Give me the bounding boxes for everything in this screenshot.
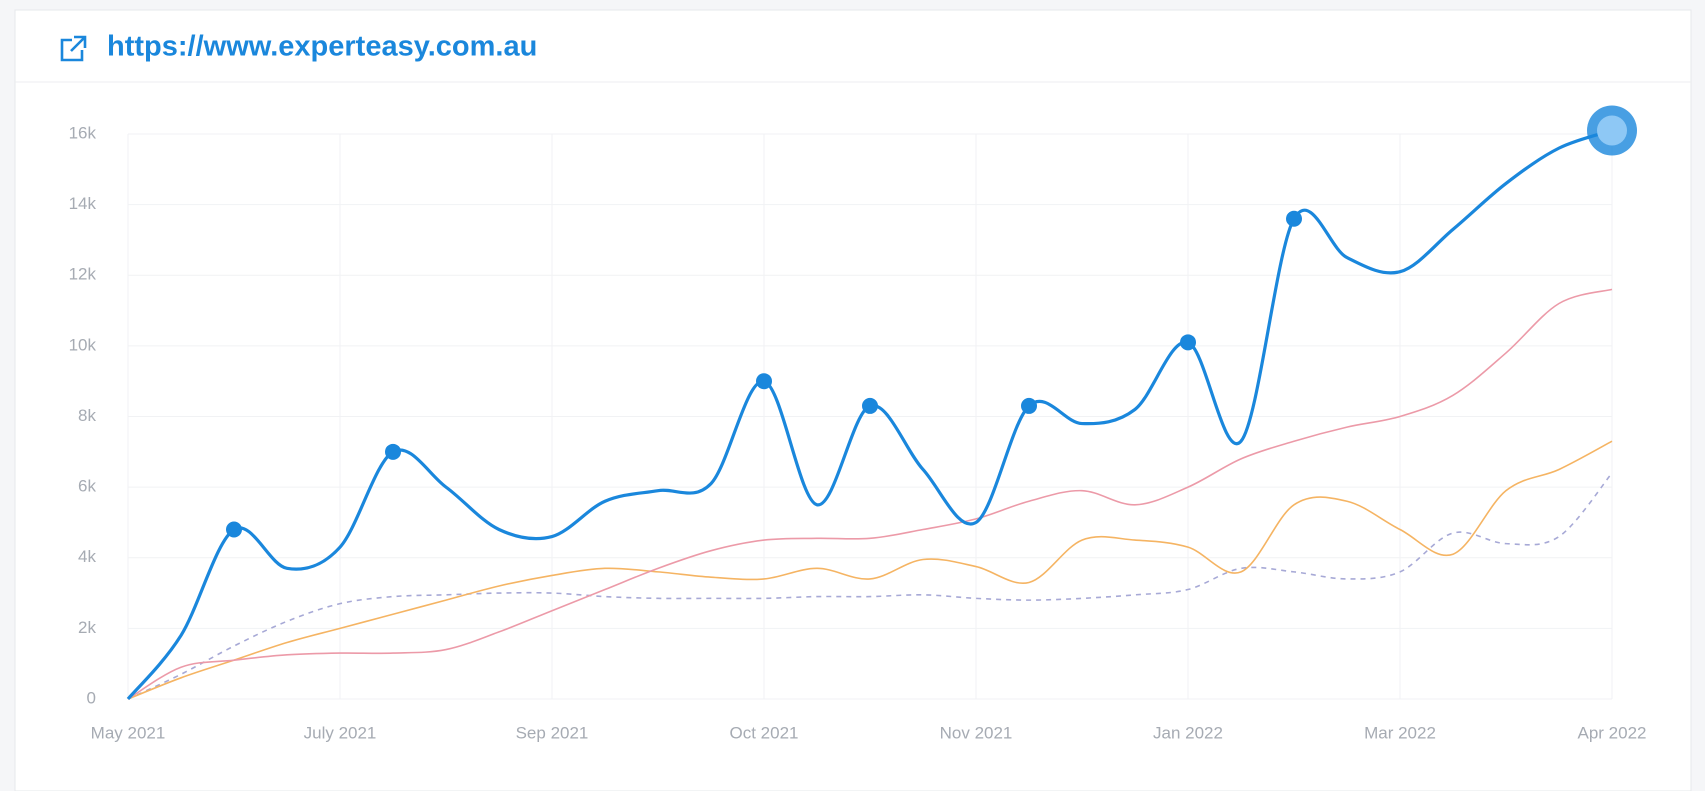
y-tick-label: 16k xyxy=(69,123,97,142)
marker xyxy=(1021,397,1037,414)
card xyxy=(14,9,1692,791)
x-tick-label: July 2021 xyxy=(304,723,377,742)
x-tick-label: Oct 2021 xyxy=(730,723,799,742)
marker xyxy=(862,397,878,414)
marker xyxy=(1180,334,1196,351)
marker xyxy=(385,443,401,460)
y-tick-label: 4k xyxy=(78,547,96,566)
x-tick-label: Jan 2022 xyxy=(1153,723,1223,742)
y-tick-label: 8k xyxy=(78,406,96,425)
y-tick-label: 10k xyxy=(69,335,97,354)
marker xyxy=(1286,210,1302,227)
x-tick-label: Mar 2022 xyxy=(1364,723,1436,742)
highlight-marker xyxy=(1597,115,1627,146)
y-tick-label: 14k xyxy=(69,194,97,213)
x-tick-label: Nov 2021 xyxy=(940,723,1013,742)
series-line xyxy=(127,288,1613,700)
y-tick-label: 6k xyxy=(78,477,96,496)
x-tick-label: Apr 2022 xyxy=(1578,723,1647,742)
y-tick-label: 2k xyxy=(78,618,96,637)
chart-title[interactable]: https://www.experteasy.com.au xyxy=(107,31,537,63)
series-line xyxy=(127,472,1613,700)
marker xyxy=(756,373,772,390)
series-line xyxy=(127,440,1613,700)
x-tick-label: May 2021 xyxy=(91,723,166,742)
y-tick-label: 0 xyxy=(87,688,96,707)
x-tick-label: Sep 2021 xyxy=(516,723,589,742)
y-tick-label: 12k xyxy=(69,265,97,284)
external-link-icon[interactable] xyxy=(60,35,87,62)
marker xyxy=(226,521,242,538)
